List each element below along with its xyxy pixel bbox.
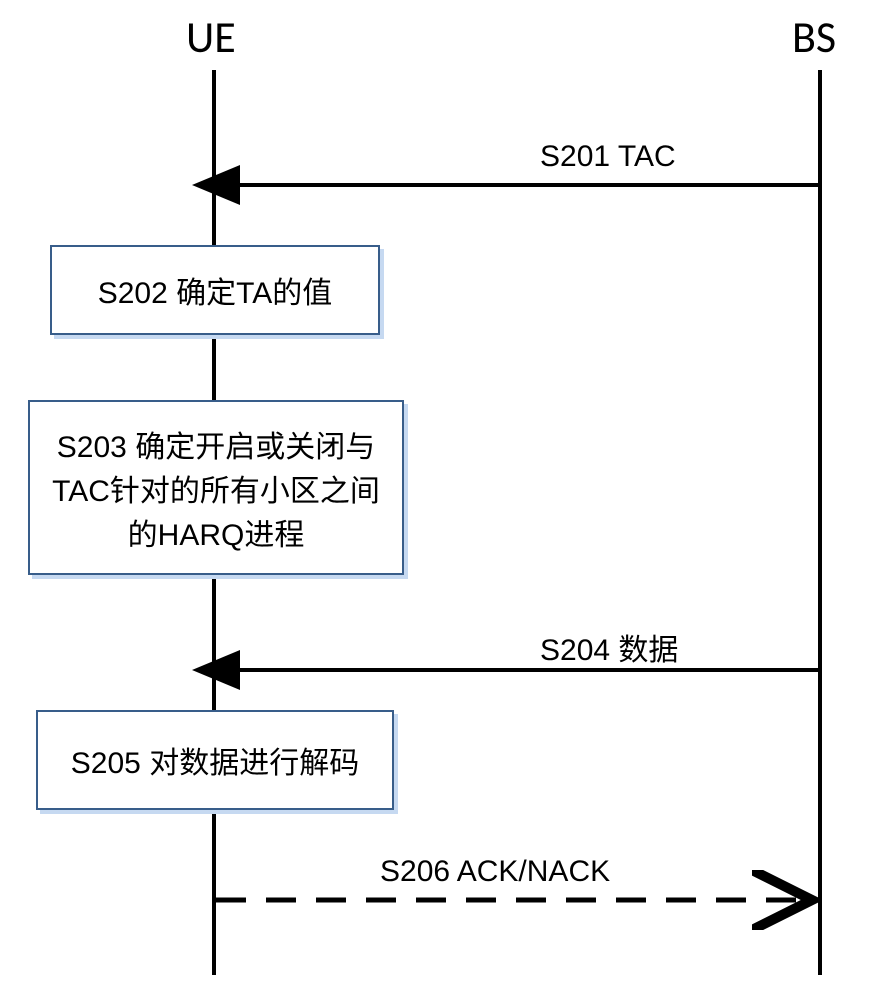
msg-label-s201: S201 TAC [540,140,676,174]
step-label-s202: S202 确定TA的值 [98,268,333,312]
step-box-s203: S203 确定开启或关闭与TAC针对的所有小区之间的HARQ进程 [28,400,404,575]
step-label-s205: S205 对数据进行解码 [71,738,359,782]
msg-label-s206: S206 ACK/NACK [380,855,610,889]
msg-label-s204: S204 数据 [540,625,678,669]
step-box-s205: S205 对数据进行解码 [36,710,394,810]
step-label-s203: S203 确定开启或关闭与TAC针对的所有小区之间的HARQ进程 [40,422,392,554]
step-box-s202: S202 确定TA的值 [50,245,380,335]
sequence-diagram: UE BS S201 TAC S204 数据 S206 ACK/NACK S20… [0,0,870,1000]
